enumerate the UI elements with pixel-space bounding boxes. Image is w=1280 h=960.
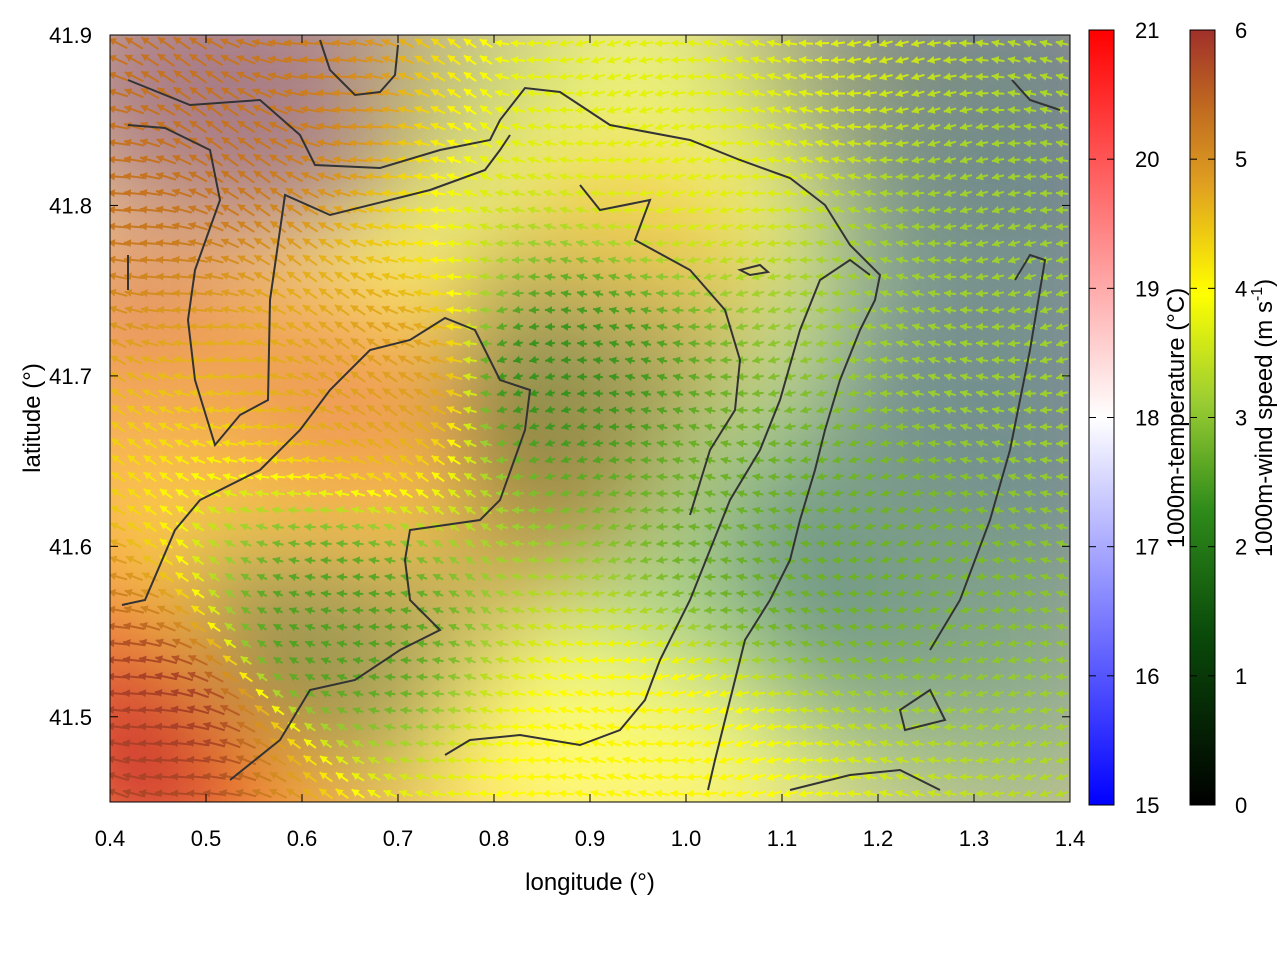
temperature-colorbar: 15 16 17 18 19 20 21 1000m-temperature (°C) (1088, 18, 1190, 818)
x-tick-label: 0.6 (287, 826, 318, 851)
x-tick-label: 0.9 (575, 826, 606, 851)
wind-label-sup: -1 (1249, 287, 1266, 301)
wind-label-main: 1000m-wind speed (m s (1251, 301, 1278, 557)
y-tick-label: 41.7 (49, 364, 92, 389)
temperature-colorbar-label: 1000m-temperature (°C) (1163, 288, 1190, 548)
temperature-colorbar-tick-label: 15 (1135, 793, 1159, 818)
wind-colorbar: 0 1 2 3 4 5 6 1000m-wind speed (m s-1) (1189, 18, 1278, 818)
wind-colorbar-tick-label: 6 (1235, 18, 1247, 43)
wind-colorbar-tick-label: 4 (1235, 276, 1247, 301)
x-tick-label: 1.1 (767, 826, 798, 851)
x-tick-label: 0.5 (191, 826, 222, 851)
temperature-colorbar-tick-label: 19 (1135, 276, 1159, 301)
y-tick-label: 41.6 (49, 534, 92, 559)
x-tick-label: 0.7 (383, 826, 414, 851)
plot-area (110, 35, 1070, 802)
y-axis-label: latitude (°) (19, 363, 46, 473)
x-tick-label: 1.2 (863, 826, 894, 851)
temperature-colorbar-tick-label: 21 (1135, 18, 1159, 43)
y-tick-label: 41.8 (49, 193, 92, 218)
wind-colorbar-tick-label: 0 (1235, 793, 1247, 818)
x-tick-label: 0.8 (479, 826, 510, 851)
x-tick-label: 1.4 (1055, 826, 1086, 851)
x-axis-label: longitude (°) (525, 869, 655, 896)
x-tick-label: 1.0 (671, 826, 702, 851)
y-tick-label: 41.5 (49, 705, 92, 730)
wind-colorbar-label: 1000m-wind speed (m s-1) (1249, 279, 1278, 557)
temperature-colorbar-tick-label: 18 (1135, 406, 1159, 431)
wind-colorbar-tick-label: 1 (1235, 664, 1247, 689)
x-tick-label: 0.4 (95, 826, 126, 851)
wind-colorbar-tick-label: 5 (1235, 147, 1247, 172)
temperature-colorbar-tick-label: 17 (1135, 535, 1159, 560)
x-tick-label: 1.3 (959, 826, 990, 851)
temperature-colorbar-tick-label: 16 (1135, 664, 1159, 689)
wind-colorbar-tick-label: 2 (1235, 535, 1247, 560)
wind-color-cell (1000, 35, 1070, 108)
temperature-colorbar-tick-label: 20 (1135, 147, 1159, 172)
wind-label-end: ) (1251, 279, 1278, 287)
y-tick-label: 41.9 (49, 23, 92, 48)
wind-colorbar-tick-label: 3 (1235, 406, 1247, 431)
